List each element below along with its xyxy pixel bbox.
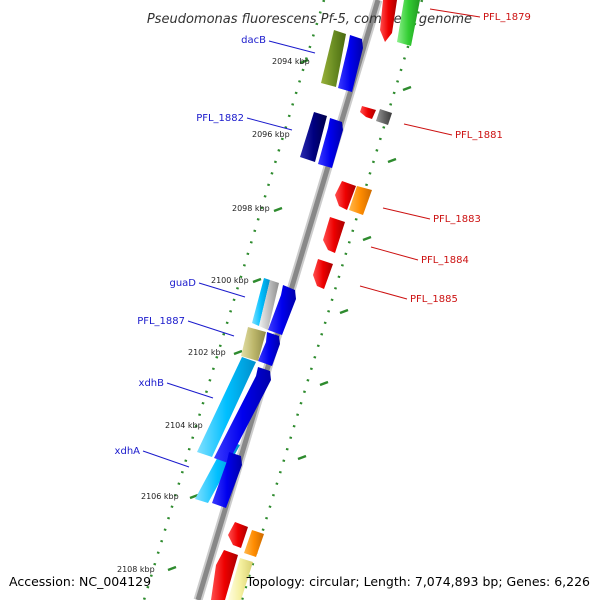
kbp-label-2094: 2094 kbp bbox=[272, 57, 310, 66]
cds-arrow-PFL_1883[interactable] bbox=[335, 181, 356, 210]
gene-label-PFL_1885[interactable]: PFL_1885 bbox=[410, 294, 458, 305]
gene-label-PFL_1884[interactable]: PFL_1884 bbox=[421, 255, 469, 266]
gene-label-PFL_1879[interactable]: PFL_1879 bbox=[483, 12, 531, 23]
cds-arrow-bottom-2[interactable] bbox=[211, 550, 238, 600]
gene-feature-dacB[interactable] bbox=[321, 30, 346, 87]
gene-label-PFL_1881[interactable]: PFL_1881 bbox=[455, 130, 503, 141]
cds-arrow-dacB[interactable] bbox=[338, 35, 363, 92]
gene-label-guaD[interactable]: guaD bbox=[169, 278, 196, 289]
gene-feature-PFL_1887[interactable] bbox=[241, 327, 266, 361]
kbp-label-2108: 2108 kbp bbox=[117, 565, 155, 574]
kbp-label-2106: 2106 kbp bbox=[141, 492, 179, 501]
gene-feature-guaD-b[interactable] bbox=[259, 280, 279, 330]
tick-ring-inner bbox=[142, 0, 326, 600]
cds-arrow-PFL_1879[interactable] bbox=[380, 0, 397, 42]
cds-arrow-guaD[interactable] bbox=[268, 285, 296, 335]
kbp-label-2104: 2104 kbp bbox=[165, 421, 203, 430]
accession-text: Accession: NC_004129 bbox=[9, 574, 151, 589]
genome-summary-text: Topology: circular; Length: 7,074,893 bp… bbox=[246, 574, 590, 589]
cds-arrow-bottom-1[interactable] bbox=[228, 522, 248, 548]
cds-arrow-PFL_1887[interactable] bbox=[258, 332, 280, 366]
cds-arrow-PFL_1884[interactable] bbox=[323, 217, 345, 253]
gene-label-PFL_1883[interactable]: PFL_1883 bbox=[433, 214, 481, 225]
reverse-label-leaders bbox=[359, 8, 481, 300]
map-title: Pseudomonas fluorescens Pf-5, complete g… bbox=[147, 12, 472, 27]
gene-feature-PFL_1883[interactable] bbox=[349, 186, 372, 215]
gene-label-PFL_1887[interactable]: PFL_1887 bbox=[137, 316, 185, 327]
tick-ring-outer bbox=[240, 0, 424, 600]
cds-arrow-PFL_1882[interactable] bbox=[318, 118, 343, 168]
gene-label-xdhA[interactable]: xdhA bbox=[115, 446, 141, 457]
kbp-label-2102: 2102 kbp bbox=[188, 348, 226, 357]
gene-feature-bottom-2[interactable] bbox=[228, 558, 253, 600]
kbp-label-2098: 2098 kbp bbox=[232, 204, 270, 213]
major-ticks bbox=[167, 58, 412, 572]
gene-label-PFL_1882[interactable]: PFL_1882 bbox=[196, 113, 244, 124]
cds-arrow-PFL_1881[interactable] bbox=[360, 106, 376, 119]
cds-arrow-xdhB[interactable] bbox=[214, 367, 271, 463]
gene-label-xdhB[interactable]: xdhB bbox=[139, 378, 165, 389]
cds-arrow-PFL_1885[interactable] bbox=[313, 259, 333, 289]
gene-feature-bottom-1[interactable] bbox=[244, 530, 264, 557]
gene-feature-guaD[interactable] bbox=[252, 278, 270, 326]
gene-label-dacB[interactable]: dacB bbox=[241, 35, 266, 46]
gene-feature-PFL_1879[interactable] bbox=[397, 0, 420, 46]
kbp-label-2096: 2096 kbp bbox=[252, 130, 290, 139]
kbp-label-2100: 2100 kbp bbox=[211, 276, 249, 285]
gene-feature-PFL_1882[interactable] bbox=[300, 112, 327, 162]
forward-label-leaders bbox=[142, 40, 316, 468]
cds-arrow-xdhA[interactable] bbox=[212, 452, 242, 508]
gene-feature-xdhB[interactable] bbox=[197, 357, 256, 457]
gene-feature-PFL_1881[interactable] bbox=[376, 109, 392, 125]
